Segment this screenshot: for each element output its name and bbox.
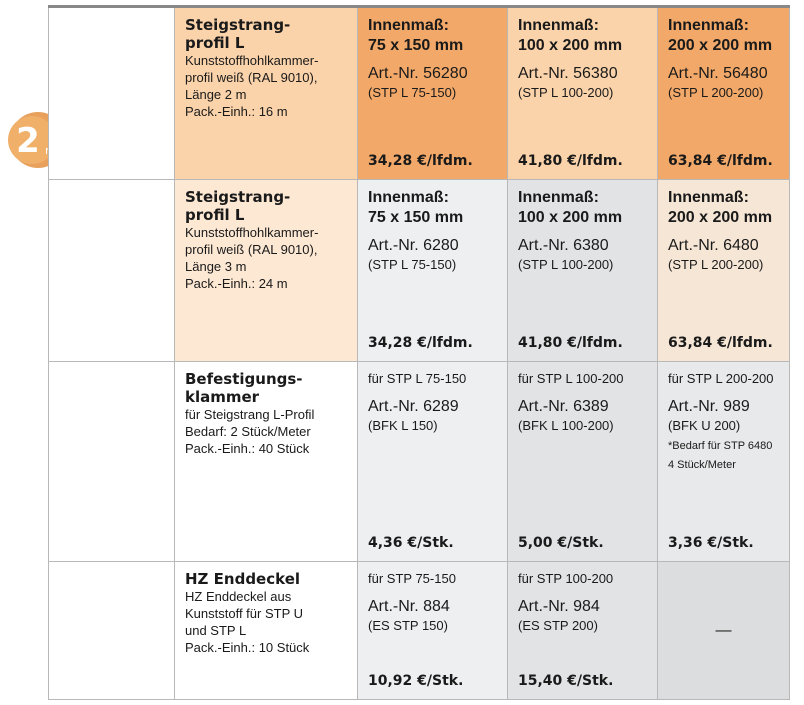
price: 41,80 €/lfdm. — [518, 153, 623, 169]
product-description: Länge 2 m — [185, 87, 247, 102]
inner-size: 100 x 200 mm — [518, 37, 623, 54]
table-cell: Innenmaß: 100 x 200 mm Art.-Nr. 56380 (STP … — [508, 8, 658, 180]
table-cell: für STP 100-200 Art.-Nr. 984 (ES STP 200) 1… — [508, 562, 658, 700]
article-number: Art.-Nr. 6380 — [518, 237, 609, 254]
inner-size: Innenmaß: — [368, 189, 449, 206]
product-description: für Steigstrang L-Profil — [185, 407, 315, 422]
scope: für STP L 200-200 — [668, 371, 774, 386]
table-cell — [48, 8, 175, 180]
price: 63,84 €/lfdm. — [668, 335, 773, 351]
article-code: (STP L 100-200) — [518, 257, 614, 272]
table-cell: Innenmaß: 200 x 200 mm Art.-Nr. 56480 (STP … — [658, 8, 790, 180]
table-cell: Innenmaß: 100 x 200 mm Art.-Nr. 6380 (STP L… — [508, 180, 658, 362]
article-number: Art.-Nr. 6289 — [368, 398, 459, 415]
product-description: HZ Enddeckel aus — [185, 589, 292, 604]
table-cell: — — [658, 562, 790, 700]
scope: für STP L 100-200 — [518, 371, 624, 386]
product-description: Pack.-Einh.: 40 Stück — [185, 441, 310, 456]
article-number: Art.-Nr. 989 — [668, 398, 750, 415]
product-title: Steigstrang- — [185, 16, 291, 34]
inner-size: Innenmaß: — [368, 17, 449, 34]
product-title: klammer — [185, 388, 260, 406]
inner-size: Innenmaß: — [668, 17, 749, 34]
table-cell: für STP L 75-150 Art.-Nr. 6289 (BFK L 150)… — [358, 362, 508, 562]
product-title: Steigstrang- — [185, 188, 291, 206]
price: 10,92 €/Stk. — [368, 673, 464, 689]
product-description: profil weiß (RAL 9010), — [185, 70, 318, 85]
table-cell: für STP L 100-200 Art.-Nr. 6389 (BFK L 100… — [508, 362, 658, 562]
scope: für STP 100-200 — [518, 571, 614, 586]
price: 5,00 €/Stk. — [518, 535, 604, 551]
inner-size: 75 x 150 mm — [368, 209, 464, 226]
article-number: Art.-Nr. 6480 — [668, 237, 759, 254]
article-code: (ES STP 200) — [518, 618, 598, 633]
article-code: (STP L 200-200) — [668, 85, 764, 100]
product-description: profil weiß (RAL 9010), — [185, 242, 318, 257]
inner-size: 200 x 200 mm — [668, 209, 773, 226]
table-cell — [48, 362, 175, 562]
scope: für STP 75-150 — [368, 571, 456, 586]
article-number: Art.-Nr. 56380 — [518, 65, 618, 82]
article-number: Art.-Nr. 884 — [368, 598, 450, 615]
inner-size: Innenmaß: — [518, 17, 599, 34]
table-cell: Innenmaß: 75 x 150 mm Art.-Nr. 6280 (STP L … — [358, 180, 508, 362]
product-description: Pack.-Einh.: 10 Stück — [185, 640, 310, 655]
product-title: profil L — [185, 34, 245, 52]
product-description: Bedarf: 2 Stück/Meter — [185, 424, 311, 439]
article-code: (STP L 100-200) — [518, 85, 614, 100]
inner-size: 100 x 200 mm — [518, 209, 623, 226]
inner-size: 75 x 150 mm — [368, 37, 464, 54]
price: 41,80 €/lfdm. — [518, 335, 623, 351]
product-title: profil L — [185, 206, 245, 224]
price: 63,84 €/lfdm. — [668, 153, 773, 169]
price: 15,40 €/Stk. — [518, 673, 614, 689]
article-number: Art.-Nr. 6389 — [518, 398, 609, 415]
product-description: Kunststoffhohlkammer- — [185, 225, 319, 240]
table-cell: für STP 75-150 Art.-Nr. 884 (ES STP 150) 10… — [358, 562, 508, 700]
top-rule — [48, 5, 790, 8]
table-cell: Steigstrang-profil L Kunststoffhohlkammer… — [175, 180, 358, 362]
article-code: (BFK L 100-200) — [518, 418, 614, 433]
price: 3,36 €/Stk. — [668, 535, 754, 551]
price: 34,28 €/lfdm. — [368, 153, 473, 169]
table-cell: Steigstrang-profil L Kunststoffhohlkammer… — [175, 8, 358, 180]
article-number: Art.-Nr. 56280 — [368, 65, 468, 82]
product-description: Pack.-Einh.: 24 m — [185, 276, 288, 291]
product-description: und STP L — [185, 623, 247, 638]
article-code: (STP L 75-150) — [368, 257, 457, 272]
empty-dash: — — [715, 622, 732, 639]
product-title: HZ Enddeckel — [185, 570, 301, 588]
product-title: Befestigungs- — [185, 370, 303, 388]
note: 4 Stück/Meter — [668, 459, 736, 471]
badge-number: 2 — [16, 121, 40, 161]
inner-size: Innenmaß: — [668, 189, 749, 206]
product-description: Kunststoffhohlkammer- — [185, 53, 319, 68]
inner-size: 200 x 200 mm — [668, 37, 773, 54]
price: 4,36 €/Stk. — [368, 535, 454, 551]
table-cell: Innenmaß: 75 x 150 mm Art.-Nr. 56280 (STP L… — [358, 8, 508, 180]
article-number: Art.-Nr. 984 — [518, 598, 600, 615]
table-cell — [48, 562, 175, 700]
table-cell: Innenmaß: 200 x 200 mm Art.-Nr. 6480 (STP L… — [658, 180, 790, 362]
article-code: (STP L 200-200) — [668, 257, 764, 272]
scope: für STP L 75-150 — [368, 371, 467, 386]
article-code: (BFK L 150) — [368, 418, 438, 433]
product-description: Kunststoff für STP U — [185, 606, 304, 621]
table-cell — [48, 180, 175, 362]
article-code: (BFK U 200) — [668, 418, 741, 433]
table-cell: HZ Enddeckel HZ Enddeckel aus Kunststoff f… — [175, 562, 358, 700]
product-description: Pack.-Einh.: 16 m — [185, 104, 288, 119]
table-cell: Befestigungs-klammer für Steigstrang L-Pr… — [175, 362, 358, 562]
article-number: Art.-Nr. 56480 — [668, 65, 768, 82]
inner-size: Innenmaß: — [518, 189, 599, 206]
article-code: (STP L 75-150) — [368, 85, 457, 100]
note: *Bedarf für STP 6480 — [668, 440, 773, 452]
price: 34,28 €/lfdm. — [368, 335, 473, 351]
table-cell: für STP L 200-200 Art.-Nr. 989 (BFK U 200)… — [658, 362, 790, 562]
article-number: Art.-Nr. 6280 — [368, 237, 459, 254]
product-description: Länge 3 m — [185, 259, 247, 274]
article-code: (ES STP 150) — [368, 618, 448, 633]
